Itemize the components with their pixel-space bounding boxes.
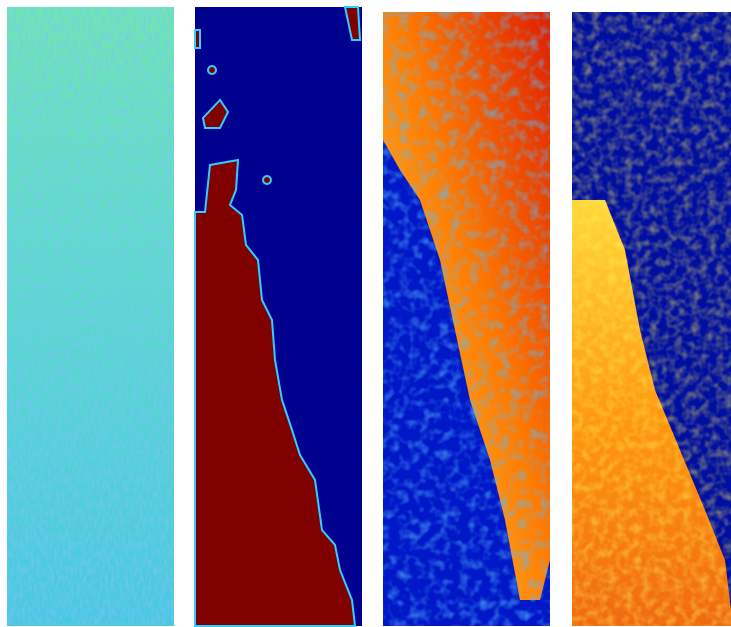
panel-3 (383, 12, 550, 626)
page (0, 0, 731, 627)
panel-texture (572, 12, 731, 626)
panel-1 (7, 7, 174, 626)
region (195, 30, 200, 48)
panel-2 (195, 7, 362, 626)
panel-4 (572, 12, 731, 626)
panel-texture (7, 7, 174, 626)
panel-texture (383, 12, 550, 626)
region (208, 66, 216, 74)
region (263, 176, 271, 184)
figure (0, 0, 731, 627)
